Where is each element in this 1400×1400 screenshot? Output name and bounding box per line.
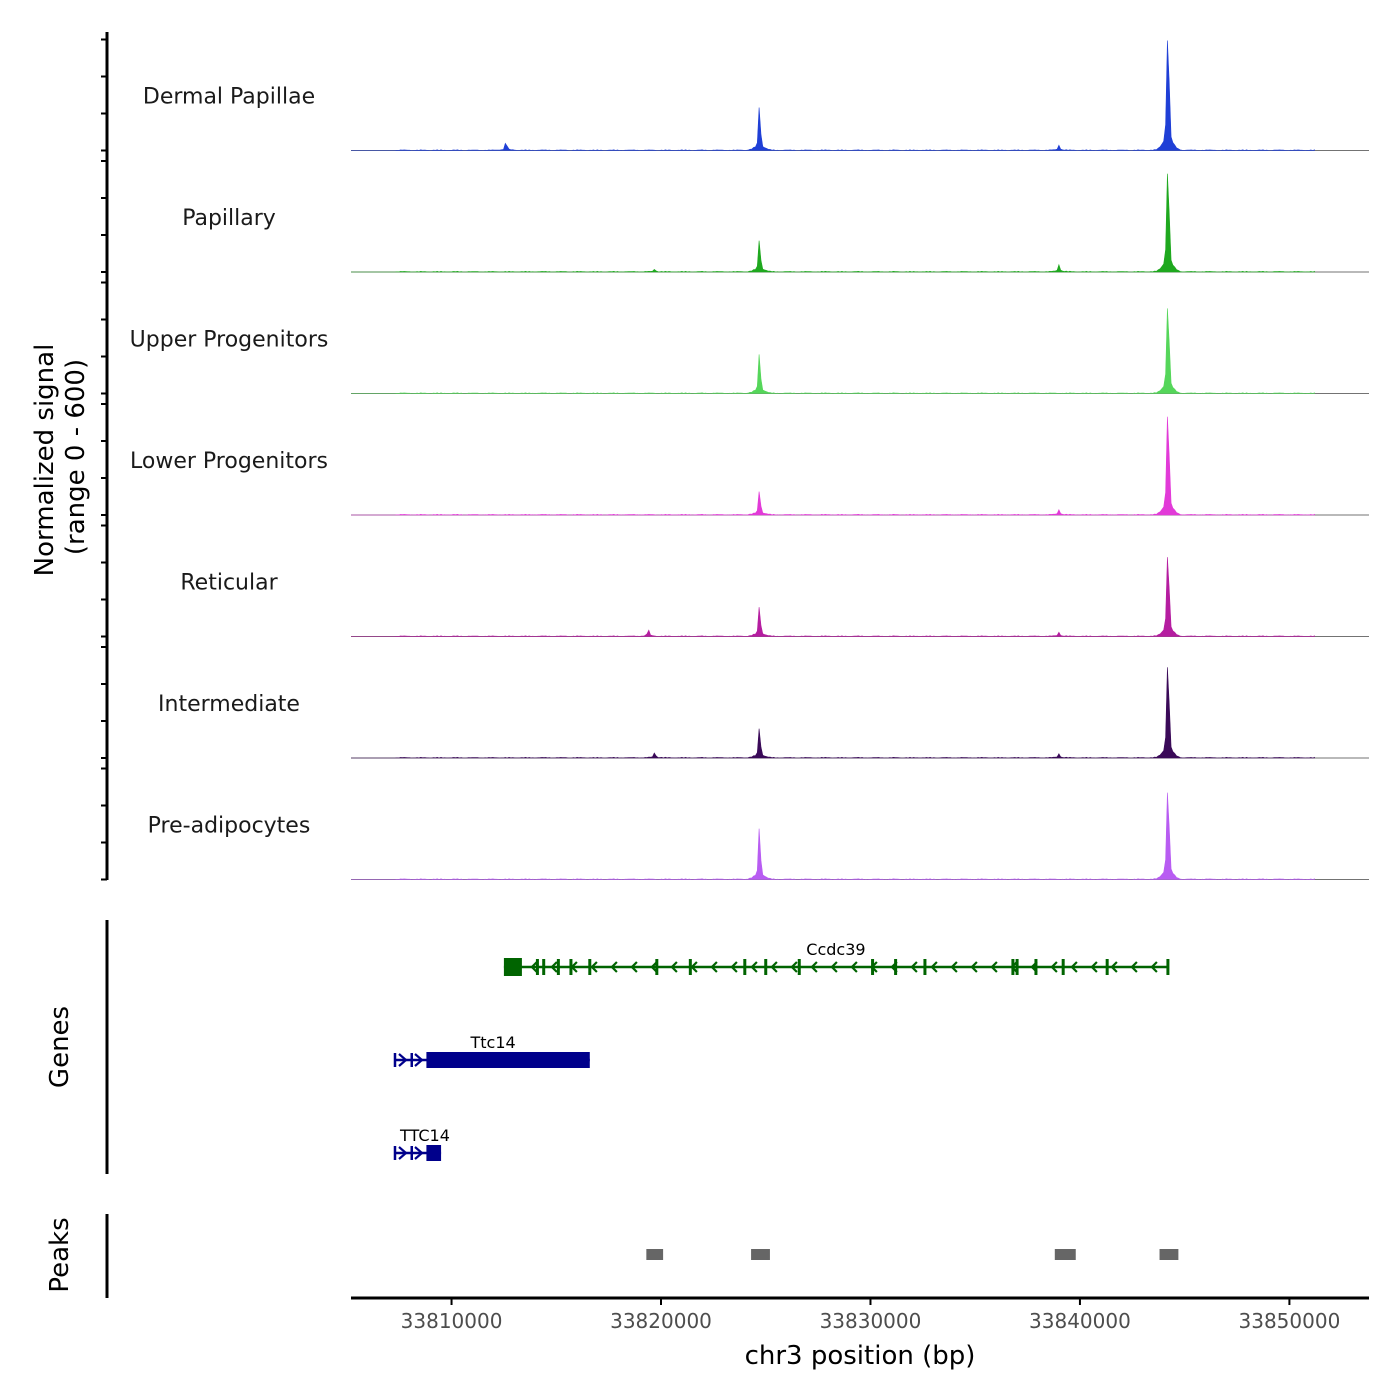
signal-area — [351, 40, 1315, 151]
strand-arrow — [414, 1053, 424, 1067]
genes-axis-title: Genes — [45, 1006, 75, 1088]
strand-arrow — [1070, 961, 1078, 973]
strand-arrow — [398, 1146, 408, 1160]
gene-coding-block — [426, 1145, 442, 1161]
strand-arrow — [550, 961, 558, 973]
strand-arrow — [610, 961, 618, 973]
strand-arrow — [890, 961, 898, 973]
track-label: Lower Progenitors — [130, 449, 328, 474]
strand-arrow — [1030, 961, 1038, 973]
peak-region — [646, 1249, 664, 1260]
strand-arrow — [1130, 961, 1138, 973]
gene-coding-block — [426, 1052, 590, 1068]
track-label: Intermediate — [158, 692, 300, 717]
strand-arrow — [930, 961, 938, 973]
gene-model: TTC14 — [393, 1126, 450, 1161]
strand-arrow — [650, 961, 658, 973]
signal-area — [351, 667, 1315, 759]
strand-arrow — [530, 961, 538, 973]
signal-track: Lower Progenitors — [130, 416, 1369, 516]
strand-arrow — [910, 961, 918, 973]
strand-arrow — [1110, 961, 1118, 973]
x-tick-label: 33850000 — [1239, 1309, 1341, 1333]
signal-track: Pre-adipocytes — [148, 792, 1369, 880]
signal-area — [351, 416, 1315, 516]
signal-track: Papillary — [182, 173, 1369, 273]
strand-arrow — [398, 1053, 408, 1067]
signal-track: Reticular — [180, 557, 1369, 637]
strand-arrow — [770, 961, 778, 973]
track-label: Reticular — [180, 571, 278, 596]
strand-arrow — [630, 961, 638, 973]
strand-arrow — [750, 961, 758, 973]
strand-arrow — [950, 961, 958, 973]
track-label: Pre-adipocytes — [148, 814, 311, 839]
strand-arrow — [990, 961, 998, 973]
peaks-axis-title: Peaks — [45, 1217, 75, 1292]
peak-region — [1159, 1249, 1179, 1260]
signal-area — [351, 308, 1315, 394]
x-tick-label: 33820000 — [610, 1309, 712, 1333]
strand-arrow — [1010, 961, 1018, 973]
peak-region — [1054, 1249, 1076, 1260]
strand-arrow — [850, 961, 858, 973]
strand-arrow — [730, 961, 738, 973]
strand-arrow — [414, 1146, 424, 1160]
strand-arrow — [1150, 961, 1158, 973]
signal-area — [351, 792, 1315, 880]
strand-arrow — [870, 961, 878, 973]
gene-utr-block — [503, 958, 522, 976]
strand-arrow — [570, 961, 578, 973]
strand-arrow — [970, 961, 978, 973]
signal-track: Upper Progenitors — [130, 308, 1369, 394]
y-axis-title-line2: (range 0 - 600) — [61, 359, 91, 555]
gene-label: TTC14 — [399, 1126, 450, 1145]
strand-arrow — [830, 961, 838, 973]
strand-arrow — [690, 961, 698, 973]
signal-track: Dermal Papillae — [143, 40, 1369, 151]
peak-region — [751, 1249, 770, 1260]
strand-arrow — [790, 961, 798, 973]
gene-model: Ttc14 — [393, 1033, 590, 1068]
signal-track: Intermediate — [158, 667, 1369, 759]
track-label: Papillary — [182, 206, 276, 231]
gene-model: Ccdc39 — [503, 940, 1170, 976]
x-tick-label: 33810000 — [401, 1309, 503, 1333]
gene-label: Ttc14 — [469, 1033, 515, 1052]
strand-arrow — [670, 961, 678, 973]
strand-arrow — [1050, 961, 1058, 973]
strand-arrow — [590, 961, 598, 973]
signal-area — [351, 557, 1315, 637]
gene-label: Ccdc39 — [806, 940, 865, 959]
signal-area — [351, 173, 1315, 273]
strand-arrow — [1090, 961, 1098, 973]
strand-arrow — [710, 961, 718, 973]
strand-arrow — [810, 961, 818, 973]
track-label: Upper Progenitors — [130, 328, 329, 353]
x-tick-label: 33840000 — [1029, 1309, 1131, 1333]
x-tick-label: 33830000 — [820, 1309, 922, 1333]
x-axis-title: chr3 position (bp) — [745, 1341, 976, 1371]
track-label: Dermal Papillae — [143, 85, 315, 110]
y-axis-title-line1: Normalized signal — [30, 344, 60, 577]
